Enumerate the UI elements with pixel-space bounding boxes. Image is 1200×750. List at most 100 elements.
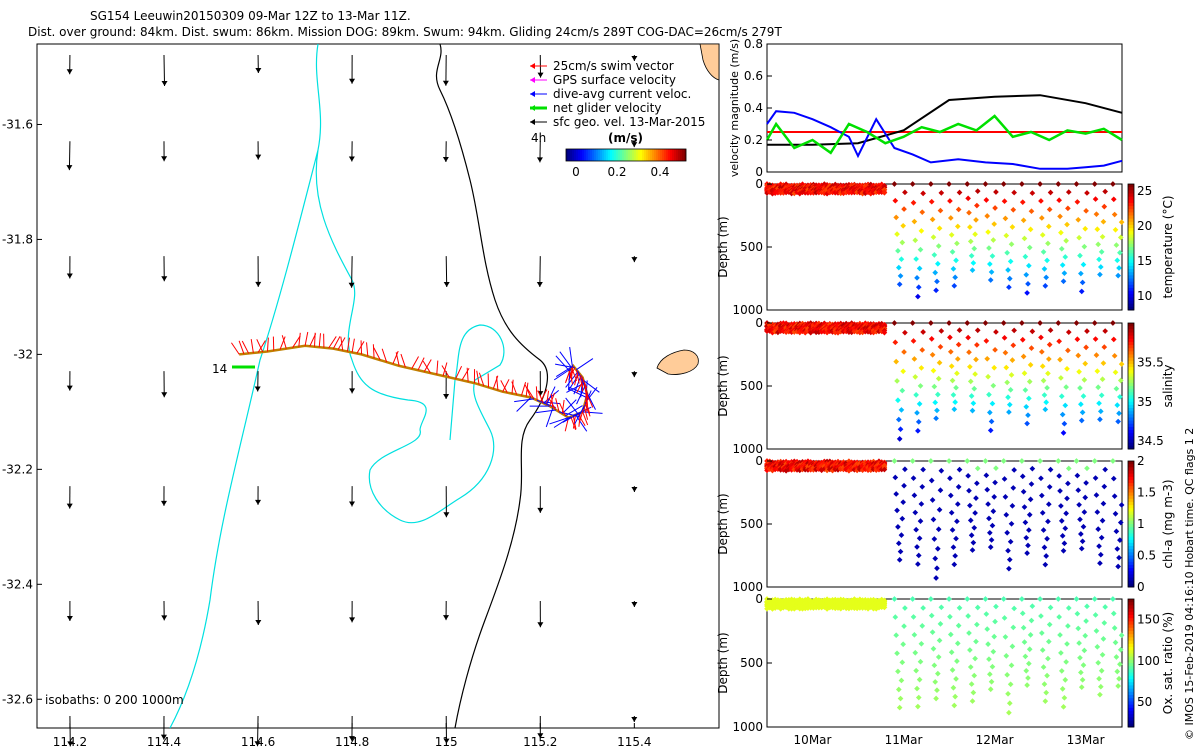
time-scale-label: 4h [531,131,546,145]
geo-velocity-arrow [631,141,638,148]
credit-text: © IMOS 15-Feb-2019 04:16:10 Hobart time.… [1183,428,1196,740]
legend-label: dive-avg current veloc. [553,87,691,101]
profile-axes-box [766,322,1123,450]
map-x-tick-label: 114.4 [147,735,181,749]
swim-vector [582,411,589,426]
profile-colorbar-label: chl-a (mg m-3) [1161,479,1175,568]
swim-vector [442,362,448,377]
geo-velocity-arrow [631,54,638,61]
map-panel: 114.2 114.4 114.6 114.8 115 115.2 115.4 -31.6 -3… [2,43,720,749]
swim-vector [231,342,240,355]
profile-colorbar-tick-label: 20 [1137,219,1152,233]
dac-vector [545,407,554,428]
swim-vector [436,360,439,375]
swim-vector [478,372,485,387]
geo-velocity-arrow [443,715,450,744]
swim-vector [550,394,554,409]
dac-vector [514,398,535,403]
swim-vector [332,336,341,349]
map-y-tick-label: -32.2 [2,462,33,476]
map-x-tick-label: 115.2 [523,735,557,749]
legend-label: net glider velocity [553,101,661,115]
swim-vector [578,373,583,388]
profile-colorbar: 50 100 150 [1127,598,1160,728]
profile-points [764,320,1125,442]
profile-colorbar-tick-label: 15 [1137,254,1152,268]
profile-colorbar-frame [1127,183,1135,311]
swim-vector [575,369,580,384]
profile-colorbar-label: Ox. sat. ratio (%) [1161,612,1175,714]
swim-vector [583,383,588,397]
profile-colorbar: 0 0.5 1 1.5 2 [1127,454,1156,594]
time-axis-label: 11Mar [885,733,923,747]
legend-arrowhead [530,105,535,111]
geo-velocity-arrow [631,256,638,263]
swim-vector [257,340,266,353]
map-y-tick-label: -32.4 [2,577,33,591]
geo-velocity-arrow [537,601,544,628]
map-y-tick-label: -32.6 [2,692,33,706]
map-colorbar: 0 0.2 0.4 [565,148,687,179]
swim-vector [423,359,432,372]
isobath-200m [169,43,505,729]
geo-velocity-arrow [161,371,168,398]
geo-velocity-arrow [631,371,638,378]
profile-axes-box [766,598,1123,728]
dac-vector [565,405,583,417]
profile-y-tick-label: 0 [755,316,763,330]
dac-vector [561,399,577,415]
swim-vector [578,408,584,423]
profile-colorbar-tick-label: 34.5 [1137,434,1164,448]
profile-colorbar-tick-label: 10 [1137,289,1152,303]
map-colorbar-tick-label: 0.4 [650,165,669,179]
profile-colorbar-tick-label: 100 [1137,654,1160,668]
profile-y-tick-label: 1000 [732,303,763,317]
geo-velocity-arrow [255,141,262,160]
swim-vector [568,370,574,385]
swim-vector [583,405,589,420]
profile-colorbar-tick-label: 25 [1137,184,1152,198]
swim-vector [571,367,578,382]
legend-label: GPS surface velocity [553,73,676,87]
legend-arrowhead [530,63,535,69]
velocity-series-geo [767,94,1123,146]
map-x-tick-label: 115 [435,735,458,749]
swim-vector [461,367,470,381]
swim-vector [572,414,577,429]
profile-colorbar-frame [1127,322,1135,450]
dac-vector [576,358,594,371]
geo-velocity-arrow [66,601,73,622]
velocity-panel-box [766,43,1123,173]
dac-vector [565,397,579,415]
time-axis-label: 12Mar [976,733,1014,747]
profile-y-tick-label: 1000 [732,442,763,456]
swim-vector [580,375,588,389]
geo-velocity-arrow [161,141,168,162]
profile-colorbar-tick-label: 1.5 [1137,486,1156,500]
map-x-tick-label: 115.4 [617,735,651,749]
swim-vector [570,416,577,431]
swim-vector [279,336,286,350]
dac-vector [553,416,572,428]
profile-ylabel: Depth (m) [716,216,730,277]
dac-vector [559,351,573,369]
isobaths-label: isobaths: 0 200 1000m [45,693,184,707]
swim-vector [511,379,514,394]
swim-vector [500,380,508,393]
swim-vector [372,344,375,359]
profile-y-tick-label: 500 [740,240,763,254]
geo-velocity-arrow [348,715,355,742]
velocity-y-tick-label: 0.8 [744,37,763,51]
profile-y-tick-label: 500 [740,656,763,670]
map-axes-box [36,43,720,729]
profile-colorbar-tick-label: 2 [1137,454,1145,468]
geo-velocity-arrow [161,54,168,87]
profile-colorbar-tick-label: 1 [1137,517,1145,531]
map-y-tick-label: -32 [13,347,33,361]
profile-colorbar-frame [1127,460,1135,588]
dac-vector [573,375,582,395]
geo-velocity-arrow [536,141,543,163]
swim-vector [395,352,400,366]
velocity-y-tick-label: 0 [755,165,763,179]
